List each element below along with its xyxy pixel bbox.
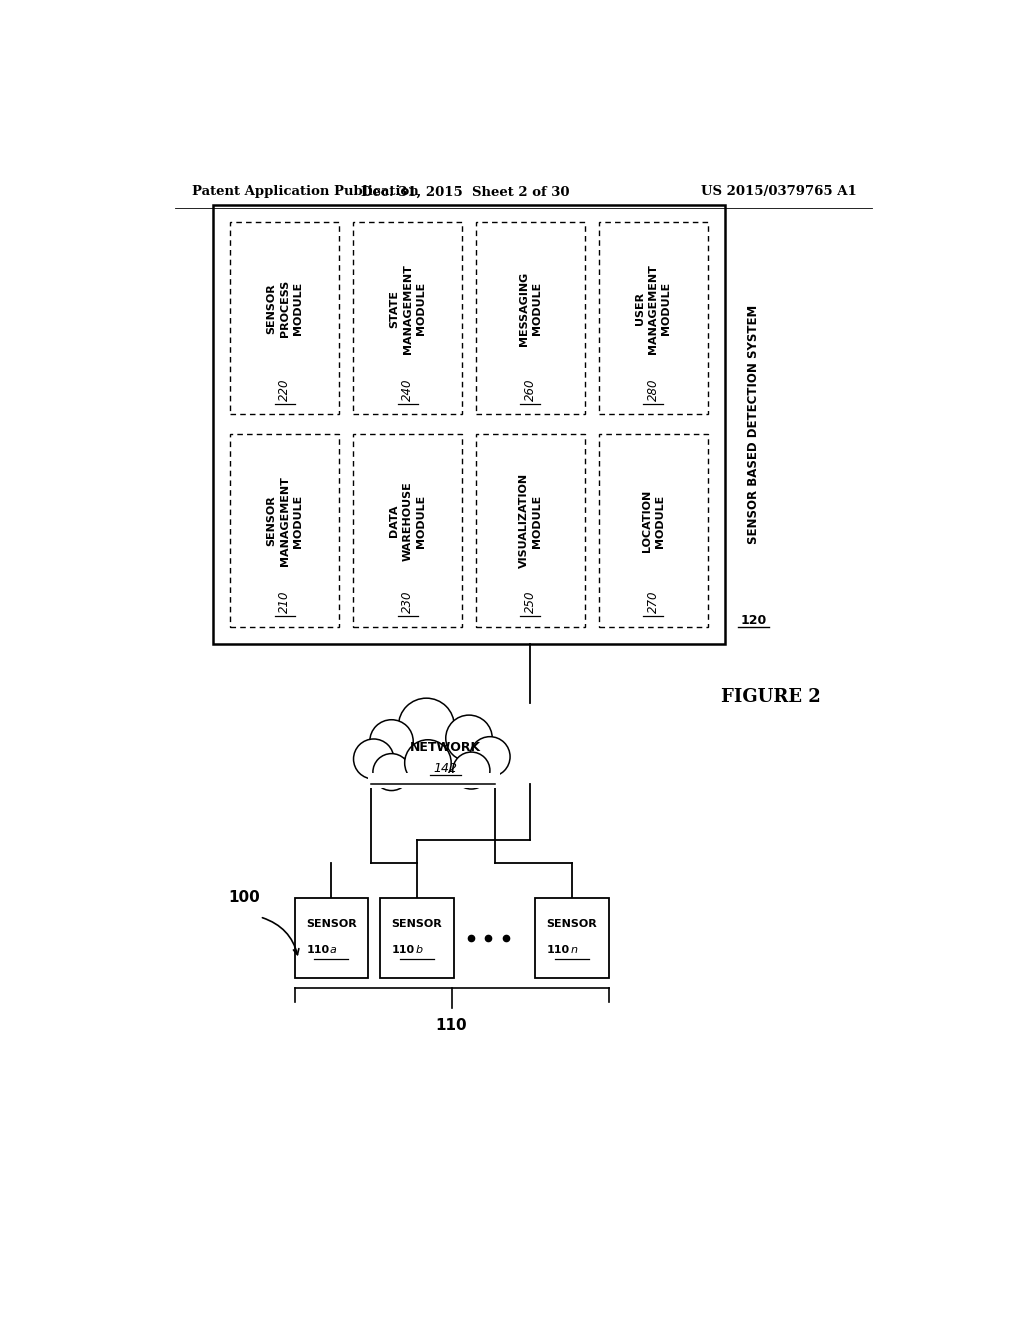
Text: 270: 270 [647,590,659,614]
Circle shape [353,739,394,779]
FancyBboxPatch shape [369,774,500,788]
Text: DATA
WAREHOUSE
MODULE: DATA WAREHOUSE MODULE [389,480,426,561]
Text: 260: 260 [524,379,537,401]
Text: STATE
MANAGEMENT
MODULE: STATE MANAGEMENT MODULE [389,264,426,354]
Text: 110: 110 [436,1019,467,1034]
Text: 142: 142 [434,762,458,775]
Circle shape [470,737,510,776]
Text: 110: 110 [392,945,415,954]
FancyBboxPatch shape [476,434,585,627]
Text: SENSOR: SENSOR [306,919,356,929]
Text: USER
MANAGEMENT
MODULE: USER MANAGEMENT MODULE [635,264,672,354]
Text: NETWORK: NETWORK [411,741,481,754]
Text: 210: 210 [279,590,291,614]
Circle shape [404,739,452,785]
Text: a: a [330,945,337,954]
Text: 220: 220 [279,379,291,401]
Text: SENSOR: SENSOR [391,919,442,929]
Text: SENSOR
PROCESS
MODULE: SENSOR PROCESS MODULE [266,280,303,338]
FancyBboxPatch shape [535,898,608,978]
FancyBboxPatch shape [353,222,462,414]
Text: VISUALIZATION
MODULE: VISUALIZATION MODULE [519,474,542,569]
Text: 100: 100 [228,890,260,906]
Text: SENSOR: SENSOR [547,919,597,929]
Text: 120: 120 [740,614,767,627]
Text: MESSAGING
MODULE: MESSAGING MODULE [519,272,542,346]
Text: b: b [415,945,422,954]
FancyBboxPatch shape [599,434,708,627]
Circle shape [370,719,414,763]
FancyBboxPatch shape [353,434,462,627]
Text: 110: 110 [307,945,330,954]
Text: LOCATION
MODULE: LOCATION MODULE [642,490,665,552]
Text: 250: 250 [524,590,537,614]
FancyBboxPatch shape [213,205,725,644]
FancyBboxPatch shape [476,222,585,414]
Text: 280: 280 [647,379,659,401]
Circle shape [453,752,489,789]
Text: Patent Application Publication: Patent Application Publication [191,185,418,198]
Text: SENSOR
MANAGEMENT
MODULE: SENSOR MANAGEMENT MODULE [266,477,303,566]
Text: SENSOR BASED DETECTION SYSTEM: SENSOR BASED DETECTION SYSTEM [746,305,760,544]
Text: Dec. 31, 2015  Sheet 2 of 30: Dec. 31, 2015 Sheet 2 of 30 [360,185,569,198]
FancyBboxPatch shape [230,222,339,414]
FancyBboxPatch shape [380,898,454,978]
FancyBboxPatch shape [295,898,369,978]
Circle shape [398,698,455,754]
Text: US 2015/0379765 A1: US 2015/0379765 A1 [700,185,856,198]
Circle shape [373,754,410,791]
Circle shape [445,715,493,762]
Text: 240: 240 [401,379,414,401]
Text: 110: 110 [547,945,570,954]
FancyBboxPatch shape [230,434,339,627]
Text: FIGURE 2: FIGURE 2 [721,689,821,706]
Text: n: n [570,945,578,954]
Text: 230: 230 [401,590,414,614]
FancyBboxPatch shape [599,222,708,414]
